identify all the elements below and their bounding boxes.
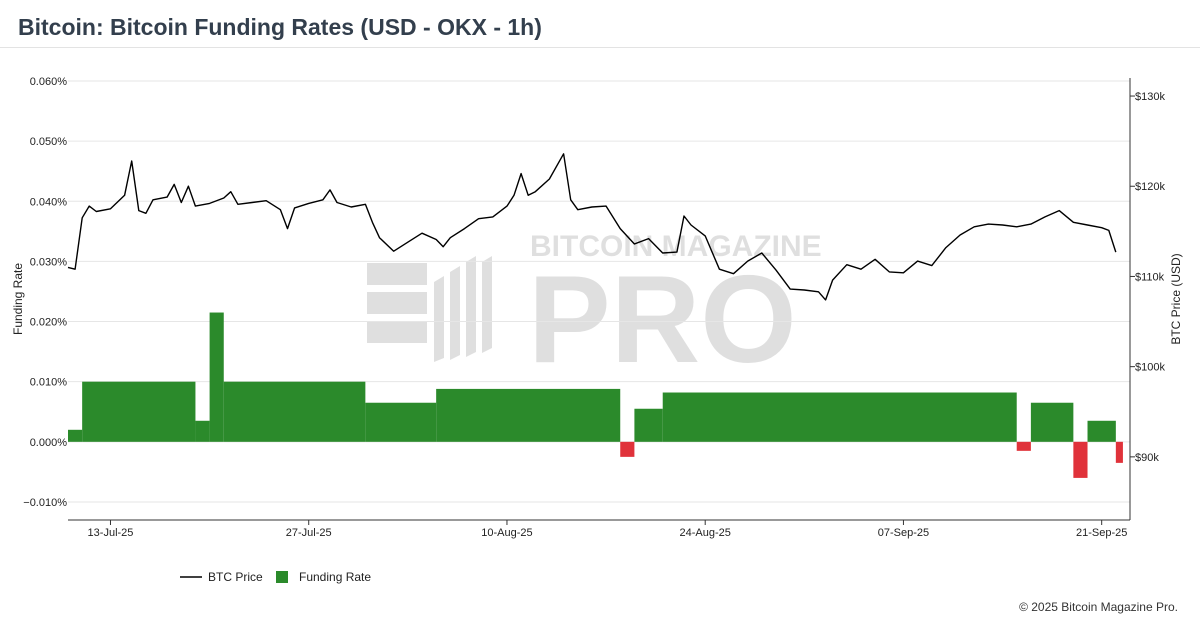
funding-rate-bar xyxy=(1073,441,1088,478)
x-tick-label: 07-Sep-25 xyxy=(878,527,929,539)
x-axis-ticks: 13-Jul-25 27-Jul-25 10-Aug-25 24-Aug-25 07-S… xyxy=(88,520,1127,539)
x-tick-label: 21-Sep-25 xyxy=(1076,527,1127,539)
funding-rate-bar xyxy=(68,429,83,442)
x-tick-label: 24-Aug-25 xyxy=(680,527,731,539)
legend-item-btc-price[interactable]: BTC Price xyxy=(180,570,263,584)
left-tick-label: 0.030% xyxy=(30,256,68,268)
funding-rate-bar xyxy=(209,312,224,442)
legend-label-btc-price: BTC Price xyxy=(208,570,263,584)
title-divider xyxy=(0,47,1200,48)
right-axis-ticks: $90k $100k $110k $120k $130k xyxy=(1130,91,1165,464)
watermark-logo-icon xyxy=(367,256,492,362)
left-tick-label: 0.000% xyxy=(30,437,68,449)
left-axis-label: Funding Rate xyxy=(11,263,25,335)
funding-rate-bar xyxy=(1016,441,1031,451)
funding-rate-bars xyxy=(68,312,1123,478)
funding-rate-bar xyxy=(195,420,210,442)
page-title: Bitcoin: Bitcoin Funding Rates (USD - OK… xyxy=(18,14,542,40)
right-tick-label: $110k xyxy=(1135,271,1165,283)
funding-rate-bar xyxy=(436,388,621,442)
copyright-text: © 2025 Bitcoin Magazine Pro. xyxy=(1019,600,1178,614)
funding-rate-bar xyxy=(634,408,663,442)
left-tick-label: 0.010% xyxy=(30,377,68,389)
legend: BTC Price Funding Rate xyxy=(180,570,371,584)
left-tick-label: −0.010% xyxy=(23,497,67,509)
watermark: BITCOIN MAGAZINE PRO xyxy=(367,230,822,389)
funding-rate-bar xyxy=(1087,420,1116,442)
funding-rate-bar xyxy=(365,402,437,442)
x-tick-label: 13-Jul-25 xyxy=(88,527,134,539)
right-tick-label: $120k xyxy=(1135,181,1165,193)
funding-rate-bar xyxy=(82,381,196,442)
left-tick-label: 0.020% xyxy=(30,317,68,329)
funding-rate-bar xyxy=(662,392,1017,442)
x-tick-label: 10-Aug-25 xyxy=(481,527,532,539)
funding-rate-bar xyxy=(1030,402,1074,442)
right-tick-label: $130k xyxy=(1135,91,1165,103)
right-tick-label: $100k xyxy=(1135,362,1165,374)
watermark-big-text: PRO xyxy=(528,251,797,389)
funding-rate-bar xyxy=(1115,441,1123,463)
left-tick-label: 0.050% xyxy=(30,136,68,148)
funding-rate-bar xyxy=(223,381,366,442)
funding-rate-bar xyxy=(620,441,635,457)
right-tick-label: $90k xyxy=(1135,452,1159,464)
legend-bar-swatch xyxy=(276,571,288,583)
x-tick-label: 27-Jul-25 xyxy=(286,527,332,539)
left-axis-ticks: −0.010% 0.000% 0.010% 0.020% 0.030% 0.040% 0.0… xyxy=(23,76,67,509)
legend-item-funding-rate[interactable]: Funding Rate xyxy=(276,570,371,584)
btc-price-line xyxy=(67,153,1117,301)
chart-axes xyxy=(68,78,1131,521)
left-tick-label: 0.040% xyxy=(30,196,68,208)
left-tick-label: 0.060% xyxy=(30,76,68,88)
watermark-top-text: BITCOIN MAGAZINE xyxy=(530,230,822,263)
legend-label-funding-rate: Funding Rate xyxy=(299,570,371,584)
right-axis-label: BTC Price (USD) xyxy=(1169,253,1183,344)
